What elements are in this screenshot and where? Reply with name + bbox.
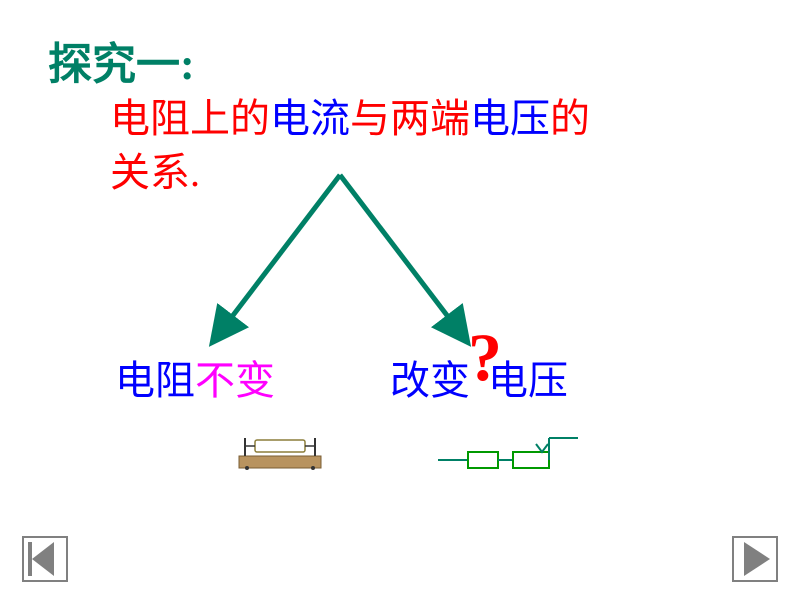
arrow-left bbox=[218, 175, 340, 335]
question-mark-icon: ? bbox=[468, 318, 502, 397]
branch-left-label: 电阻不变 bbox=[115, 348, 275, 406]
prev-button[interactable] bbox=[22, 536, 68, 582]
rheostat-box-2 bbox=[513, 452, 549, 468]
sub-l1-4: 电压 bbox=[470, 96, 550, 141]
sub-l1-2: 电流 bbox=[270, 96, 350, 141]
fixed-resistor-icon bbox=[235, 428, 325, 478]
title-colon: : bbox=[180, 40, 195, 89]
next-triangle-icon bbox=[744, 542, 770, 576]
arrow-right bbox=[340, 175, 462, 335]
slide-title: 探究一: bbox=[48, 28, 195, 92]
sub-l1-1: 上的 bbox=[190, 96, 270, 141]
prev-triangle-icon bbox=[32, 542, 54, 576]
sub-l1-3: 与两端 bbox=[350, 96, 470, 141]
br-0: 改变 bbox=[390, 358, 470, 403]
resistor-dot-2 bbox=[311, 466, 315, 470]
resistor-body bbox=[255, 440, 305, 452]
bl-0: 电阻 bbox=[115, 358, 195, 403]
rheostat-icon bbox=[438, 430, 578, 480]
resistor-base bbox=[239, 456, 321, 468]
resistor-dot-1 bbox=[245, 466, 249, 470]
title-text-1: 探究一 bbox=[48, 40, 180, 89]
branch-arrows bbox=[170, 165, 510, 365]
sub-l1-5: 的 bbox=[550, 96, 590, 141]
bl-1: 不变 bbox=[195, 358, 275, 403]
rheostat-arrow-tip bbox=[536, 444, 548, 452]
rheostat-box-1 bbox=[468, 452, 498, 468]
next-button[interactable] bbox=[732, 536, 778, 582]
sub-l1-0: 电阻 bbox=[110, 96, 190, 141]
prev-bar bbox=[28, 542, 32, 576]
subtitle-line1: 电阻上的电流与两端电压的 bbox=[110, 92, 590, 146]
